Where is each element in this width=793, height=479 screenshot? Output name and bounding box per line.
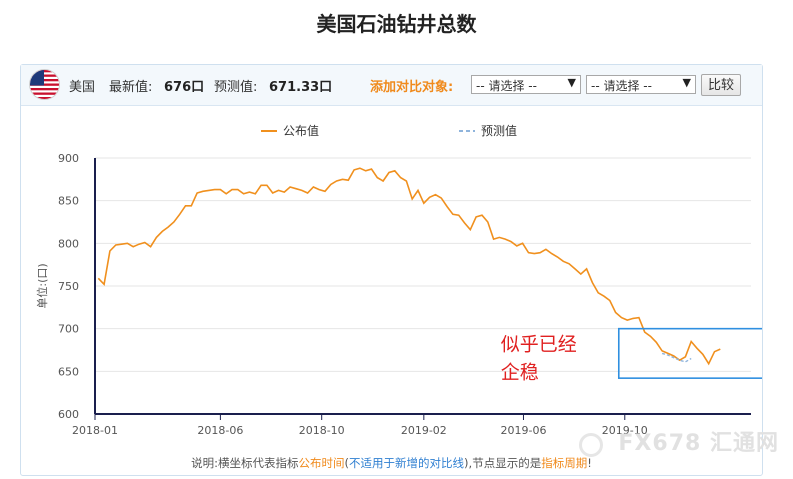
annotation-line-1: 似乎已经 [501, 334, 577, 356]
note-text-4: 不适用于新增的对比线 [349, 456, 465, 470]
note-text-3: ( [344, 456, 350, 470]
y-tick-label: 900 [58, 152, 79, 165]
note-text-1: 说明:横坐标代表指标 [191, 456, 299, 470]
forecast-value: 671.33口 [269, 80, 333, 95]
y-axis-label: 单位:(口) [35, 263, 49, 308]
chart-panel: 美国 最新值: 676口 预测值: 671.33口 添加对比对象: -- 请选择… [20, 64, 763, 476]
note-text-5: ),节点显示的是 [464, 456, 542, 470]
forecast-series-line [661, 352, 692, 363]
latest-label: 最新值: [109, 80, 153, 95]
compare-select-1[interactable]: -- 请选择 -- ▼ [471, 75, 581, 94]
compare-select-2[interactable]: -- 请选择 -- ▼ [586, 75, 696, 94]
x-tick-label: 2018-01 [72, 424, 118, 437]
note-text-6: 指标周期 [541, 456, 588, 470]
published-series-line [97, 167, 721, 366]
legend-forecast-label: 预测值 [481, 123, 517, 138]
highlight-box [617, 327, 762, 379]
y-tick-label: 700 [58, 323, 79, 336]
page-title: 美国石油钻井总数 [316, 12, 477, 36]
x-tick-label: 2019-06 [500, 424, 546, 437]
chevron-down-icon: ▼ [682, 76, 691, 89]
x-tick-label: 2018-06 [197, 424, 243, 437]
y-tick-label: 650 [58, 365, 79, 378]
annotation-line-2: 企稳 [501, 362, 539, 384]
us-flag-icon [30, 70, 59, 99]
note-text-2: 公布时间 [298, 456, 345, 470]
legend-published-label: 公布值 [283, 123, 319, 138]
x-tick-label: 2019-10 [602, 424, 648, 437]
watermark-logo-icon [579, 433, 603, 457]
y-tick-label: 750 [58, 280, 79, 293]
country-name: 美国 [69, 80, 96, 95]
compare-label: 添加对比对象: [370, 80, 454, 95]
y-tick-label: 850 [58, 195, 79, 208]
footer-note: 说明:横坐标代表指标公布时间(不适用于新增的对比线),节点显示的是指标周期! [21, 455, 762, 471]
latest-value: 676口 [164, 80, 205, 95]
x-tick-label: 2019-02 [401, 424, 447, 437]
line-chart: 公布值 预测值 600 650 700 750 800 850 900 单位:(口) 2018-01… [35, 123, 762, 437]
compare-select-1-value: -- 请选择 -- [476, 79, 537, 93]
x-tick-label: 2018-10 [299, 424, 345, 437]
toolbar: 美国 最新值: 676口 预测值: 671.33口 添加对比对象: -- 请选择… [21, 65, 762, 106]
compare-select-2-value: -- 请选择 -- [591, 79, 652, 93]
compare-button[interactable]: 比较 [701, 74, 741, 96]
y-tick-label: 800 [58, 237, 79, 250]
chevron-down-icon: ▼ [567, 76, 576, 89]
watermark: FX678 汇通网 [618, 431, 779, 456]
forecast-label: 预测值: [214, 80, 258, 95]
note-text-7: ! [587, 456, 592, 470]
y-tick-label: 600 [58, 408, 79, 421]
